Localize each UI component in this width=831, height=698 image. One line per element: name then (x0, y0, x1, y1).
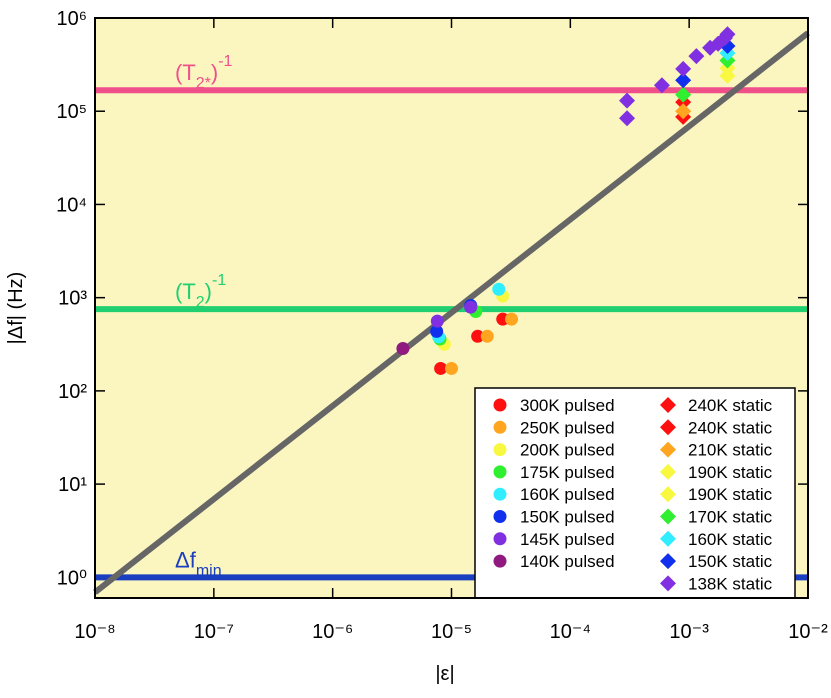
circle-marker (430, 324, 444, 338)
diamond-marker (675, 86, 692, 103)
y-tick-label: 10⁵ (56, 101, 87, 123)
legend-marker (660, 553, 676, 570)
reference-label-part: 2* (196, 75, 211, 92)
legend-marker (493, 532, 507, 546)
legend-label: 190K static (688, 485, 773, 504)
legend-label: 210K static (688, 441, 773, 460)
y-tick-label: 10³ (58, 288, 87, 310)
circle-marker (471, 329, 485, 343)
fit-line (93, 30, 810, 595)
legend-marker (493, 420, 507, 434)
x-tick-label: 10⁻⁷ (194, 621, 234, 643)
diamond-marker (675, 72, 692, 89)
diamond-marker (719, 26, 736, 43)
legend-label: 170K static (688, 508, 773, 527)
x-tick-label: 10⁻⁸ (74, 621, 115, 643)
reference-label-part: 2 (196, 294, 205, 311)
legend-marker (493, 554, 507, 568)
legend-marker (660, 419, 676, 436)
legend-label: 150K pulsed (520, 508, 615, 527)
diamond-marker (653, 77, 670, 94)
circle-marker (480, 329, 494, 343)
x-axis-label: |ε| (435, 663, 454, 685)
legend-marker (660, 463, 676, 480)
reference-label: (T2)-1 (175, 272, 226, 311)
reference-label-part: Δf (175, 547, 197, 572)
legend-label: 150K static (688, 552, 773, 571)
circle-marker (434, 361, 448, 375)
diamond-marker (619, 92, 636, 109)
legend-marker (493, 465, 507, 479)
reference-label-part: (T (175, 60, 196, 85)
x-tick-label: 10⁻⁶ (312, 621, 353, 643)
y-tick-label: 10⁴ (56, 194, 87, 216)
diamond-marker (688, 48, 705, 65)
circle-marker (445, 361, 458, 375)
legend-marker (660, 508, 676, 525)
reference-label: Δfmin (175, 547, 222, 579)
y-axis-label: |Δf| (Hz) (5, 272, 27, 345)
legend-marker (660, 530, 676, 547)
legend-label: 140K pulsed (520, 552, 615, 571)
legend-label: 250K pulsed (520, 418, 615, 437)
plot-frame (94, 17, 809, 599)
x-tick-label: 10⁻⁵ (431, 621, 472, 643)
reference-label-part: min (196, 562, 222, 579)
legend-label: 160K static (688, 530, 773, 549)
y-tick-label: 10² (58, 381, 87, 403)
reference-label-part: -1 (218, 53, 232, 70)
x-tick-label: 10⁻³ (669, 621, 709, 643)
circle-marker (430, 314, 444, 328)
diamond-marker (619, 110, 636, 127)
diamond-marker (675, 103, 692, 120)
diamond-marker (675, 60, 692, 77)
reference-label-part: -1 (212, 272, 226, 289)
legend-marker (493, 510, 507, 523)
legend-marker (660, 575, 676, 592)
circle-marker (492, 282, 506, 296)
legend-marker (493, 487, 507, 501)
legend-label: 138K static (688, 574, 773, 593)
legend-marker (660, 441, 676, 458)
reference-label-part: ) (205, 279, 212, 304)
legend-label: 300K pulsed (520, 396, 615, 415)
legend-marker (660, 397, 676, 413)
legend-label: 200K pulsed (520, 441, 615, 460)
y-tick-label: 10⁰ (57, 567, 87, 589)
circle-marker (505, 312, 519, 326)
legend-box (474, 387, 796, 599)
reference-label: (T2*)-1 (175, 53, 233, 92)
y-tick-label: 10¹ (58, 474, 87, 496)
y-tick-label: 10⁶ (57, 8, 87, 30)
legend-label: 160K pulsed (520, 485, 615, 504)
legend-marker (493, 398, 507, 412)
legend-marker (493, 443, 507, 457)
x-tick-label: 10⁻² (788, 621, 828, 643)
legend-label: 240K static (688, 396, 773, 415)
reference-label-part: ) (211, 60, 218, 85)
reference-label-part: (T (175, 279, 196, 304)
legend-marker (660, 486, 676, 503)
legend-label: 240K static (688, 418, 773, 437)
legend-label: 190K static (688, 463, 773, 482)
x-tick-label: 10⁻⁴ (550, 621, 591, 643)
legend-label: 175K pulsed (520, 463, 615, 482)
legend-label: 145K pulsed (520, 530, 615, 549)
circle-marker (464, 300, 478, 314)
circle-marker (396, 341, 410, 355)
